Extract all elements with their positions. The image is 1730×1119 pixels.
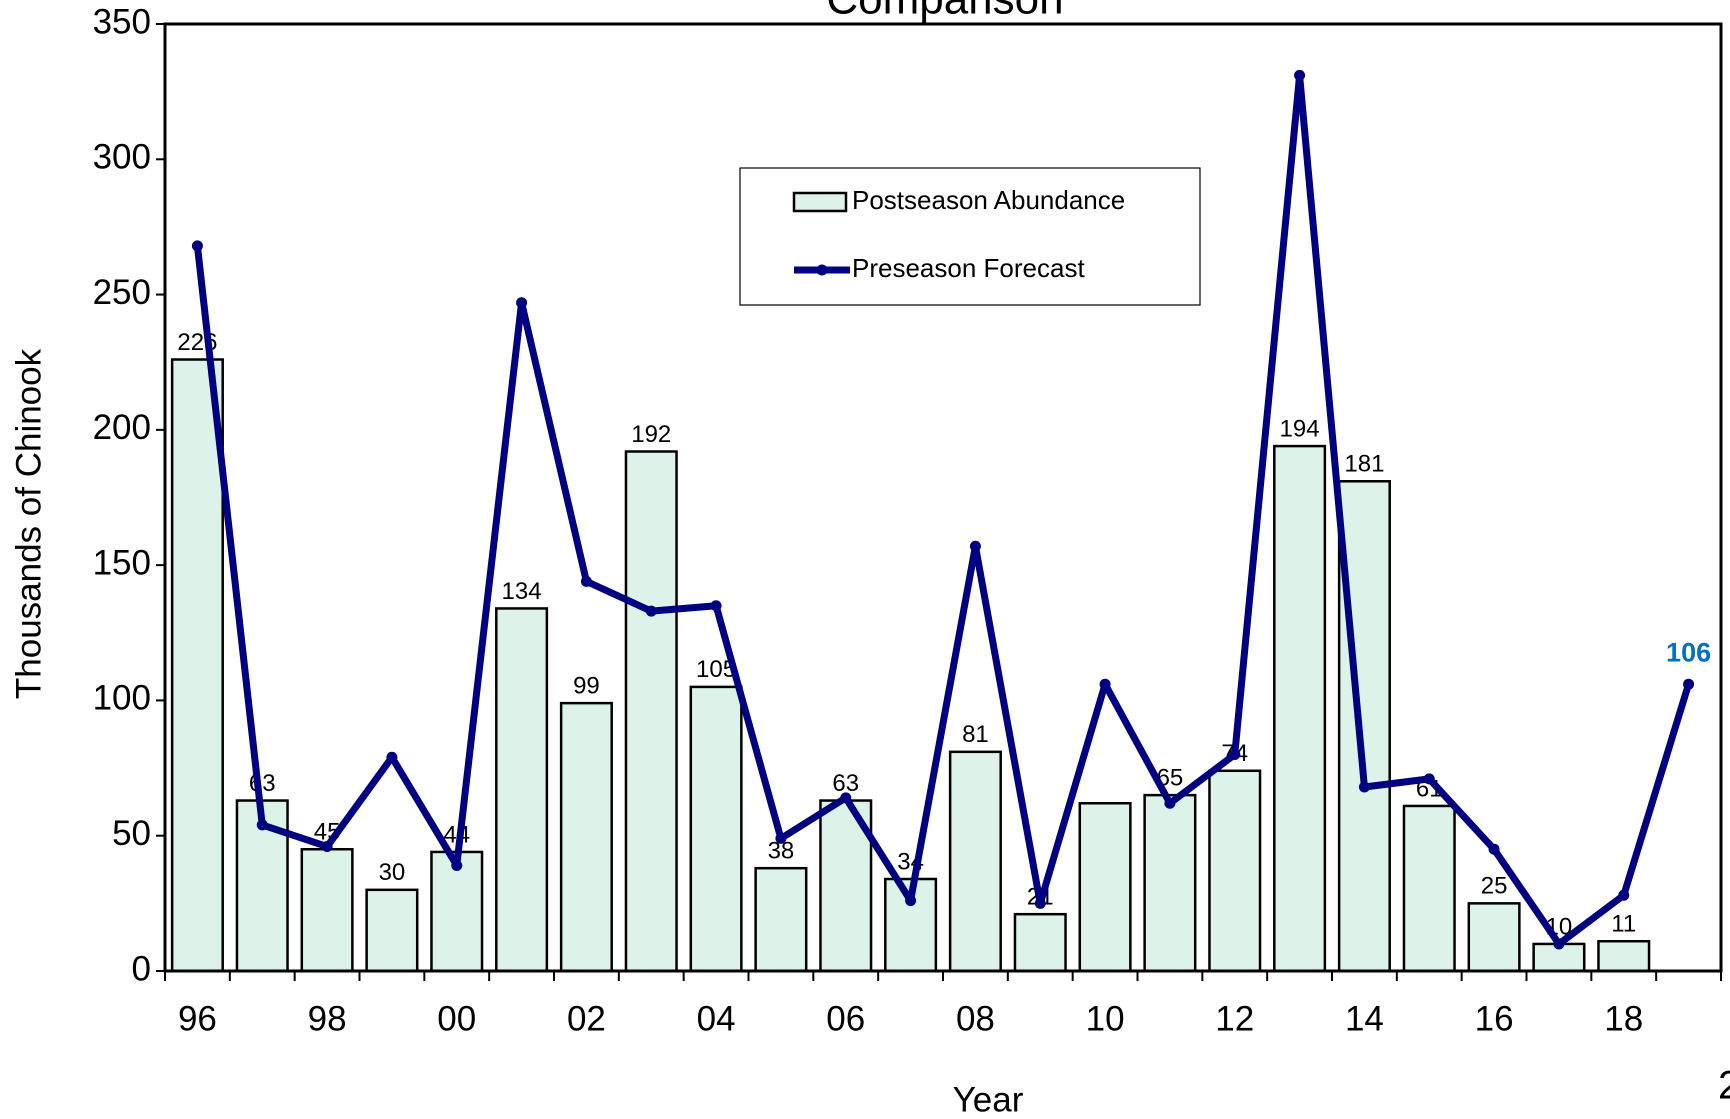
line-point <box>969 540 981 552</box>
legend: Postseason Abundance Preseason Forecast <box>739 167 1201 306</box>
line-point <box>451 859 463 871</box>
x-tick-label: 06 <box>826 999 865 1038</box>
line-point <box>710 600 722 612</box>
y-tick-label: 50 <box>112 814 151 853</box>
line-point <box>1034 897 1046 909</box>
bar-value-label: 134 <box>502 578 542 605</box>
bar-value-label: 194 <box>1280 415 1320 442</box>
line-point <box>1553 938 1565 950</box>
y-tick-label: 100 <box>93 679 151 718</box>
y-tick-label: 300 <box>93 138 151 177</box>
line-point <box>775 832 787 844</box>
bar <box>300 847 354 973</box>
x-tick-label: 12 <box>1215 999 1254 1038</box>
bar <box>948 750 1002 973</box>
legend-label: Preseason Forecast <box>852 253 1085 283</box>
y-tick-label: 0 <box>132 949 151 988</box>
bar-value-label: 11 <box>1611 911 1636 938</box>
bar <box>495 607 549 973</box>
legend-box <box>739 167 1201 306</box>
y-tick-label: 250 <box>93 273 151 312</box>
x-tick-label: 08 <box>956 999 995 1038</box>
line-point <box>1229 749 1241 761</box>
bar <box>624 450 678 973</box>
bar <box>430 850 484 973</box>
bar <box>559 701 613 973</box>
line-point <box>905 895 917 907</box>
y-tick-label: 350 <box>93 2 151 41</box>
line <box>193 71 1692 948</box>
x-tick-label: 02 <box>567 999 606 1038</box>
legend-label: Postseason Abundance <box>852 185 1125 215</box>
bar-value-label: 25 <box>1481 873 1508 900</box>
bar <box>1337 480 1391 973</box>
y-tick-label: 200 <box>93 408 151 447</box>
line-point <box>386 751 398 763</box>
x-tick-label: 14 <box>1345 999 1384 1038</box>
x-axis-label: Year <box>953 1080 1024 1119</box>
x-tick-label: 98 <box>308 999 347 1038</box>
bar <box>1597 939 1651 973</box>
line-point <box>1683 678 1695 690</box>
y-tick-label: 150 <box>93 543 151 582</box>
bar <box>1013 912 1067 973</box>
line-point <box>1164 797 1176 809</box>
line-point <box>256 819 268 831</box>
bar-value-label: 30 <box>379 859 406 886</box>
bar <box>1208 769 1262 973</box>
x-tick-label: 16 <box>1475 999 1514 1038</box>
line-point <box>840 792 852 804</box>
bar <box>884 877 938 973</box>
line-point <box>1099 678 1111 690</box>
chart-title: Comparison <box>826 0 1063 24</box>
x-tick-label: 18 <box>1604 999 1643 1038</box>
x-tick-label: 96 <box>178 999 217 1038</box>
plot-frame <box>163 22 1723 973</box>
line-point <box>1488 843 1500 855</box>
line-point <box>1423 773 1435 785</box>
bar <box>689 685 743 973</box>
bar <box>1078 801 1132 973</box>
legend-swatch <box>792 191 848 213</box>
bar-value-label: 192 <box>631 421 671 448</box>
bar-value-label: 63 <box>249 770 276 797</box>
legend-swatch-point <box>816 264 828 276</box>
line-point <box>1618 889 1630 901</box>
bar <box>170 358 224 973</box>
x-tick-label: 10 <box>1086 999 1125 1038</box>
bar-value-label: 181 <box>1344 451 1384 478</box>
bar <box>754 866 808 973</box>
line-point <box>191 240 203 252</box>
page-number: 2 <box>1718 1064 1730 1108</box>
line-point <box>321 841 333 853</box>
line-value-label: 106 <box>1666 637 1711 667</box>
line-point <box>1358 781 1370 793</box>
bar <box>1273 444 1327 973</box>
line-point <box>516 297 528 309</box>
y-axis-label: Thousands of Chinook <box>9 348 48 699</box>
line-point <box>1294 69 1306 81</box>
bar <box>1402 804 1456 973</box>
line-point <box>580 575 592 587</box>
bar-value-label: 99 <box>573 672 600 699</box>
bar-value-label: 81 <box>962 721 989 748</box>
bar <box>1143 793 1197 973</box>
x-tick-label: 00 <box>437 999 476 1038</box>
bar <box>365 888 419 973</box>
line-point <box>645 605 657 617</box>
x-tick-label: 04 <box>697 999 736 1038</box>
bar <box>1467 902 1521 973</box>
